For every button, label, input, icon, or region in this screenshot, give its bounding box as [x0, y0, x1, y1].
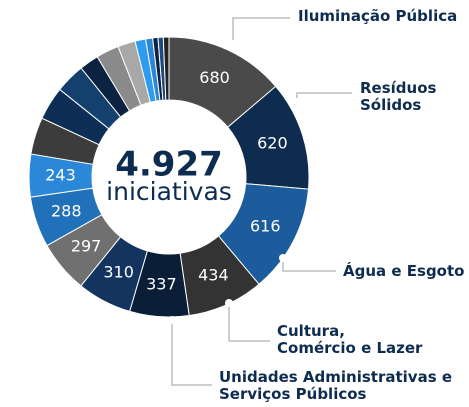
value-label: 288: [51, 201, 82, 220]
callout-line: [228, 303, 270, 342]
slice: [162, 36, 170, 101]
callout-line: [282, 258, 336, 272]
value-label: 337: [146, 275, 177, 294]
callout-dot: [168, 316, 176, 324]
category-label: Resíduos Sólidos: [360, 79, 437, 114]
callout-dot: [279, 254, 287, 262]
callout-dot: [225, 299, 233, 307]
callout-line: [296, 92, 352, 102]
category-label: Cultura, Comércio e Lazer: [277, 322, 423, 357]
value-label: 310: [103, 263, 134, 282]
category-label: Água e Esgoto: [343, 262, 465, 280]
callout-dot: [229, 40, 237, 48]
callout-line: [232, 17, 290, 44]
value-label: 243: [45, 165, 76, 184]
callout-line: [171, 320, 212, 386]
value-label: 620: [257, 134, 288, 153]
category-label: Unidades Administrativas e Serviços Públ…: [219, 368, 453, 403]
value-label: 680: [199, 68, 230, 87]
value-label: 434: [198, 266, 229, 285]
total-caption: iniciativas: [106, 177, 232, 206]
value-label: 297: [71, 236, 102, 255]
callout-dot: [293, 98, 301, 106]
total-value: 4.927: [115, 145, 223, 185]
value-label: 616: [250, 217, 281, 236]
category-label: Iluminação Pública: [298, 7, 458, 25]
